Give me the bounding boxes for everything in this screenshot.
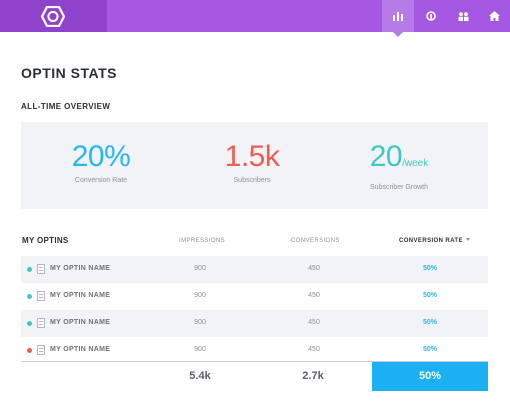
growth-value: 20 [369,140,403,173]
conversion-rate-column-header[interactable]: CONVERSION RATE [399,238,470,244]
total-conversions: 2.7k [302,370,324,382]
nav-optins-button[interactable] [415,0,447,32]
impressions-value: 900 [194,292,206,299]
conversions-value: 450 [308,292,320,299]
sort-down-icon [465,238,470,241]
table-row[interactable]: MY OPTIN NAME 900 450 50% [21,256,488,283]
rate-value: 50% [422,319,437,326]
subscribers-value: 1.5k [224,140,280,173]
table-row[interactable]: MY OPTIN NAME 900 450 50% [21,337,488,364]
top-bar [0,0,510,37]
overview-panel: 20% Conversion Rate 1.5k Subscribers 20/… [21,122,488,209]
status-dot-icon [27,267,32,272]
status-dot-icon [27,321,32,326]
subscribers-stat: 1.5k Subscribers [182,140,322,184]
document-icon [37,291,45,301]
page-title: OPTIN STATS [21,65,117,81]
impressions-column-header[interactable]: IMPRESSIONS [179,238,226,244]
document-icon [37,318,45,328]
conversions-column-header[interactable]: CONVERSIONS [291,238,340,244]
impressions-value: 900 [194,319,206,326]
bar-chart-icon [393,11,403,21]
conversions-value: 450 [308,319,320,326]
totals-row: 5.4k 2.7k 50% [21,362,488,391]
total-conversion-rate: 50% [372,362,488,391]
overview-heading: ALL-TIME OVERVIEW [21,102,111,111]
impressions-value: 900 [194,265,206,272]
pin-icon [426,11,436,21]
status-dot-icon [27,348,32,353]
conversions-value: 450 [308,265,320,272]
optin-name[interactable]: MY OPTIN NAME [50,346,111,353]
logo[interactable] [0,0,107,32]
users-icon [458,11,468,21]
nav-home-button[interactable] [478,0,510,32]
document-icon [37,345,45,355]
subscribers-label: Subscribers [233,177,271,184]
rate-value: 50% [422,265,437,272]
conversions-value: 450 [308,346,320,353]
home-icon [488,11,500,21]
document-icon [37,264,45,274]
conversion-rate-stat: 20% Conversion Rate [31,140,171,184]
table-row[interactable]: MY OPTIN NAME 900 450 50% [21,310,488,337]
impressions-value: 900 [194,346,206,353]
table-row[interactable]: MY OPTIN NAME 900 450 50% [21,283,488,310]
total-impressions: 5.4k [189,370,211,382]
rate-value: 50% [422,346,437,353]
hexagon-logo-icon [41,6,65,27]
divider [21,361,488,362]
optins-table-header: MY OPTINS IMPRESSIONS CONVERSIONS CONVER… [21,230,488,252]
growth-label: Subscriber Growth [370,184,428,191]
optin-name[interactable]: MY OPTIN NAME [50,292,111,299]
status-dot-icon [27,294,32,299]
rate-value: 50% [422,292,437,299]
growth-stat: 20/week Subscriber Growth [329,140,469,191]
nav-stats-button[interactable] [382,0,414,37]
conversion-rate-label: Conversion Rate [74,177,128,184]
active-indicator [393,32,403,37]
optin-name[interactable]: MY OPTIN NAME [50,319,111,326]
optins-table-title: MY OPTINS [22,236,69,245]
growth-unit: /week [402,158,429,169]
nav-users-button[interactable] [447,0,479,32]
conversion-rate-value: 20% [71,140,131,173]
optin-name[interactable]: MY OPTIN NAME [50,265,111,272]
conversion-rate-header-label: CONVERSION RATE [399,238,463,244]
